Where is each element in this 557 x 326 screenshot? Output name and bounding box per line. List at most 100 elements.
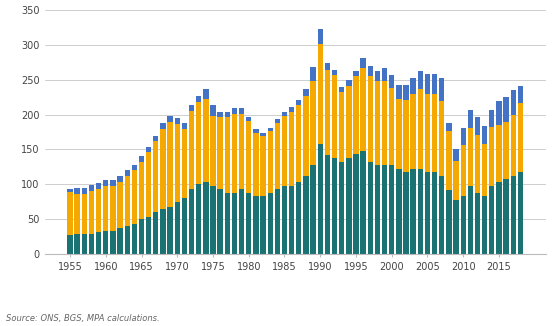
- Bar: [203, 99, 208, 182]
- Bar: [211, 116, 216, 186]
- Bar: [275, 119, 280, 123]
- Bar: [382, 165, 387, 254]
- Bar: [282, 186, 287, 254]
- Bar: [189, 111, 194, 189]
- Bar: [125, 226, 130, 254]
- Bar: [360, 68, 366, 151]
- Bar: [468, 111, 473, 128]
- Bar: [67, 192, 73, 235]
- Bar: [146, 152, 152, 216]
- Bar: [382, 81, 387, 165]
- Bar: [489, 186, 495, 254]
- Bar: [504, 179, 509, 254]
- Bar: [182, 128, 187, 199]
- Bar: [375, 81, 380, 165]
- Bar: [346, 158, 351, 254]
- Bar: [189, 189, 194, 254]
- Bar: [211, 106, 216, 116]
- Bar: [489, 127, 495, 186]
- Bar: [389, 75, 394, 88]
- Bar: [139, 162, 144, 219]
- Bar: [103, 231, 109, 254]
- Bar: [232, 108, 237, 114]
- Bar: [475, 135, 480, 193]
- Bar: [425, 172, 430, 254]
- Bar: [360, 58, 366, 68]
- Bar: [131, 170, 137, 224]
- Bar: [96, 189, 101, 232]
- Bar: [496, 125, 502, 182]
- Bar: [482, 196, 487, 254]
- Bar: [517, 86, 523, 103]
- Bar: [182, 199, 187, 254]
- Bar: [325, 70, 330, 155]
- Bar: [146, 147, 152, 152]
- Bar: [253, 129, 258, 133]
- Bar: [353, 70, 359, 76]
- Bar: [103, 180, 109, 186]
- Bar: [253, 133, 258, 196]
- Bar: [418, 169, 423, 254]
- Bar: [517, 172, 523, 254]
- Bar: [453, 161, 459, 200]
- Bar: [174, 202, 180, 254]
- Bar: [403, 172, 409, 254]
- Bar: [346, 86, 351, 158]
- Bar: [103, 186, 109, 231]
- Bar: [153, 136, 159, 141]
- Bar: [224, 117, 230, 193]
- Bar: [89, 185, 94, 191]
- Bar: [232, 193, 237, 254]
- Bar: [461, 196, 466, 254]
- Bar: [139, 156, 144, 162]
- Bar: [375, 165, 380, 254]
- Bar: [296, 182, 301, 254]
- Bar: [396, 99, 402, 169]
- Bar: [339, 92, 344, 162]
- Bar: [253, 196, 258, 254]
- Bar: [260, 136, 266, 196]
- Bar: [325, 155, 330, 254]
- Bar: [511, 114, 516, 176]
- Bar: [239, 189, 245, 254]
- Bar: [282, 112, 287, 116]
- Bar: [275, 189, 280, 254]
- Bar: [267, 128, 273, 131]
- Bar: [146, 216, 152, 254]
- Bar: [453, 149, 459, 161]
- Bar: [239, 108, 245, 114]
- Bar: [504, 122, 509, 179]
- Bar: [282, 116, 287, 186]
- Bar: [82, 194, 87, 234]
- Bar: [468, 186, 473, 254]
- Bar: [446, 131, 452, 190]
- Bar: [475, 117, 480, 135]
- Bar: [439, 176, 444, 254]
- Bar: [267, 193, 273, 254]
- Bar: [131, 224, 137, 254]
- Bar: [482, 144, 487, 196]
- Bar: [511, 176, 516, 254]
- Bar: [75, 188, 80, 194]
- Bar: [160, 128, 165, 209]
- Bar: [332, 75, 337, 158]
- Bar: [96, 183, 101, 189]
- Bar: [289, 107, 294, 112]
- Bar: [89, 234, 94, 254]
- Bar: [189, 106, 194, 111]
- Bar: [182, 123, 187, 128]
- Bar: [310, 81, 316, 165]
- Bar: [168, 207, 173, 254]
- Bar: [425, 94, 430, 172]
- Bar: [439, 78, 444, 101]
- Bar: [168, 122, 173, 207]
- Bar: [239, 114, 245, 189]
- Bar: [411, 78, 416, 94]
- Bar: [446, 190, 452, 254]
- Bar: [153, 141, 159, 212]
- Bar: [232, 114, 237, 193]
- Bar: [224, 193, 230, 254]
- Bar: [396, 85, 402, 99]
- Bar: [296, 106, 301, 182]
- Bar: [174, 118, 180, 124]
